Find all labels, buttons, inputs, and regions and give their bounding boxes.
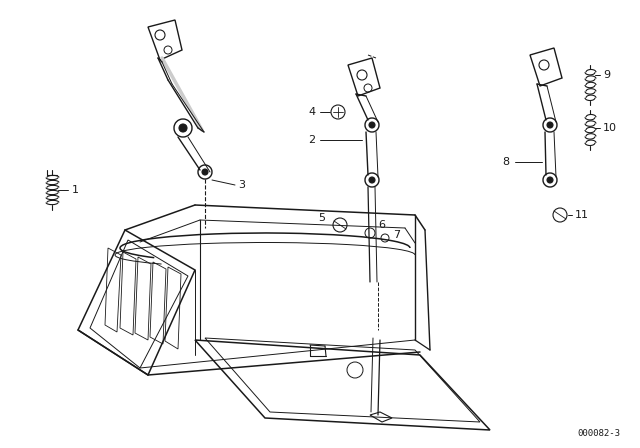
Text: 1: 1 — [72, 185, 79, 195]
Circle shape — [179, 124, 187, 132]
Text: 9: 9 — [603, 70, 610, 80]
Text: 11: 11 — [575, 210, 589, 220]
Circle shape — [369, 122, 375, 128]
Circle shape — [369, 177, 375, 183]
Text: 2: 2 — [308, 135, 315, 145]
Text: 5: 5 — [318, 213, 325, 223]
Text: 8: 8 — [502, 157, 509, 167]
Text: 000082-3: 000082-3 — [577, 429, 620, 438]
Text: 6: 6 — [378, 220, 385, 230]
Circle shape — [547, 122, 553, 128]
Text: 10: 10 — [603, 123, 617, 133]
Text: 3: 3 — [238, 180, 245, 190]
Circle shape — [202, 169, 208, 175]
Text: 4: 4 — [308, 107, 315, 117]
Circle shape — [547, 177, 553, 183]
Text: 7: 7 — [393, 230, 400, 240]
